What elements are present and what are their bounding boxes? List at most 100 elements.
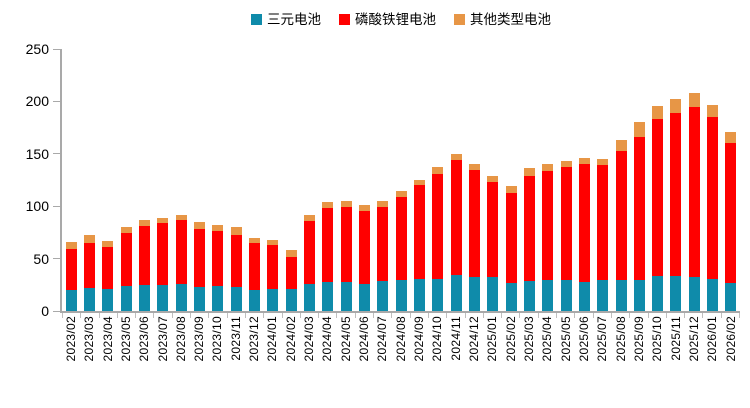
x-axis-label-2025/06: 2025/06 (577, 316, 592, 362)
bar-segment (450, 160, 462, 276)
x-label-slot: 2023/06 (135, 316, 153, 361)
bar-slot-2025/01 (484, 49, 502, 311)
x-label-slot: 2024/02 (282, 316, 300, 361)
y-tick-150 (53, 153, 60, 155)
bar-segment (303, 283, 315, 311)
bar-segment (725, 143, 737, 283)
x-axis-label-2024/07: 2024/07 (375, 316, 390, 362)
bar-segment (505, 192, 517, 283)
stacked-bar-2023/09 (193, 221, 205, 311)
bar-segment (83, 242, 95, 288)
stacked-bar-2024/02 (285, 250, 297, 311)
bar-segment (303, 220, 315, 284)
x-tick (610, 313, 612, 318)
x-axis-label-2025/03: 2025/03 (522, 316, 537, 362)
x-label-slot: 2023/03 (80, 316, 98, 361)
bar-segment (65, 241, 77, 250)
stacked-bar-2025/12 (688, 93, 700, 311)
bar-segment (468, 277, 480, 311)
bar-slot-2024/08 (392, 49, 410, 311)
bar-slot-2024/10 (429, 49, 447, 311)
x-tick (629, 313, 631, 318)
bar-slot-2025/03 (520, 49, 538, 311)
bar-segment (578, 158, 590, 165)
bar-segment (487, 175, 499, 183)
y-axis-line (60, 49, 62, 313)
bar-segment (285, 250, 297, 257)
bar-segment (487, 277, 499, 311)
bar-segment (505, 186, 517, 193)
bar-segment (285, 256, 297, 289)
x-tick (244, 313, 246, 318)
bar-segment (65, 290, 77, 311)
x-tick (98, 313, 100, 318)
x-axis-label-2023/09: 2023/09 (192, 316, 207, 362)
bar-segment (652, 276, 664, 311)
bar-segment (597, 279, 609, 311)
stacked-bar-2025/07 (597, 159, 609, 311)
bar-slot-2025/06 (575, 49, 593, 311)
x-label-slot: 2023/04 (99, 316, 117, 361)
bar-slot-2024/11 (447, 49, 465, 311)
bar-segment (707, 104, 719, 118)
bar-segment (688, 277, 700, 311)
bar-segment (120, 227, 132, 234)
x-axis-label-2024/04: 2024/04 (320, 316, 335, 362)
x-label-slot: 2025/09 (630, 316, 648, 361)
x-axis-labels: 2023/02 2023/03 2023/04 2023/05 2023/06 2023/… (62, 316, 740, 361)
bar-slot-2025/07 (594, 49, 612, 311)
x-label-slot: 2023/10 (209, 316, 227, 361)
x-tick (738, 313, 740, 318)
x-label-slot: 2025/03 (520, 316, 538, 361)
x-label-slot: 2025/06 (575, 316, 593, 361)
bar-slot-2023/07 (154, 49, 172, 311)
bar-slot-2023/09 (190, 49, 208, 311)
bar-segment (468, 164, 480, 170)
x-axis-label-2023/11: 2023/11 (228, 316, 243, 361)
bar-segment (358, 211, 370, 284)
x-tick (501, 313, 503, 318)
bar-segment (652, 119, 664, 277)
stacked-bar-2026/02 (725, 131, 737, 311)
bar-segment (212, 285, 224, 311)
x-axis-label-2023/10: 2023/10 (210, 316, 225, 362)
bar-segment (102, 240, 114, 248)
x-tick (391, 313, 393, 318)
y-tick-200 (53, 100, 60, 102)
x-label-slot: 2025/12 (685, 316, 703, 361)
x-axis-label-2023/04: 2023/04 (100, 316, 115, 362)
bar-segment (248, 242, 260, 291)
x-label-slot: 2024/04 (319, 316, 337, 361)
bar-slot-2024/03 (300, 49, 318, 311)
bar-segment (670, 99, 682, 113)
bar-segment (413, 278, 425, 311)
stacked-bar-2025/11 (670, 99, 682, 311)
bar-segment (670, 112, 682, 277)
bar-slot-2023/10 (209, 49, 227, 311)
stacked-bar-2024/06 (358, 205, 370, 311)
bar-segment (615, 150, 627, 280)
bar-slot-2023/11 (227, 49, 245, 311)
x-axis-label-2023/12: 2023/12 (247, 316, 262, 362)
x-tick (409, 313, 411, 318)
x-tick (62, 313, 63, 318)
bar-segment (230, 286, 242, 311)
bar-segment (395, 190, 407, 197)
bar-segment (193, 229, 205, 287)
stacked-bar-2025/08 (615, 140, 627, 311)
x-label-slot: 2026/01 (703, 316, 721, 361)
stacked-bar-2023/04 (102, 240, 114, 311)
x-label-slot: 2024/08 (392, 316, 410, 361)
stacked-bar-2024/08 (395, 190, 407, 311)
x-axis-label-2023/07: 2023/07 (155, 316, 170, 362)
y-tick-100 (53, 205, 60, 207)
x-axis-label-2023/05: 2023/05 (118, 316, 133, 362)
bar-slot-2023/02 (62, 49, 80, 311)
x-axis-label-2025/04: 2025/04 (540, 316, 555, 362)
x-tick (135, 313, 137, 318)
stacked-bar-2026/01 (707, 104, 719, 311)
bar-segment (102, 247, 114, 289)
bar-segment (248, 290, 260, 311)
stacked-bar-2025/05 (560, 161, 572, 311)
bar-segment (157, 217, 169, 223)
